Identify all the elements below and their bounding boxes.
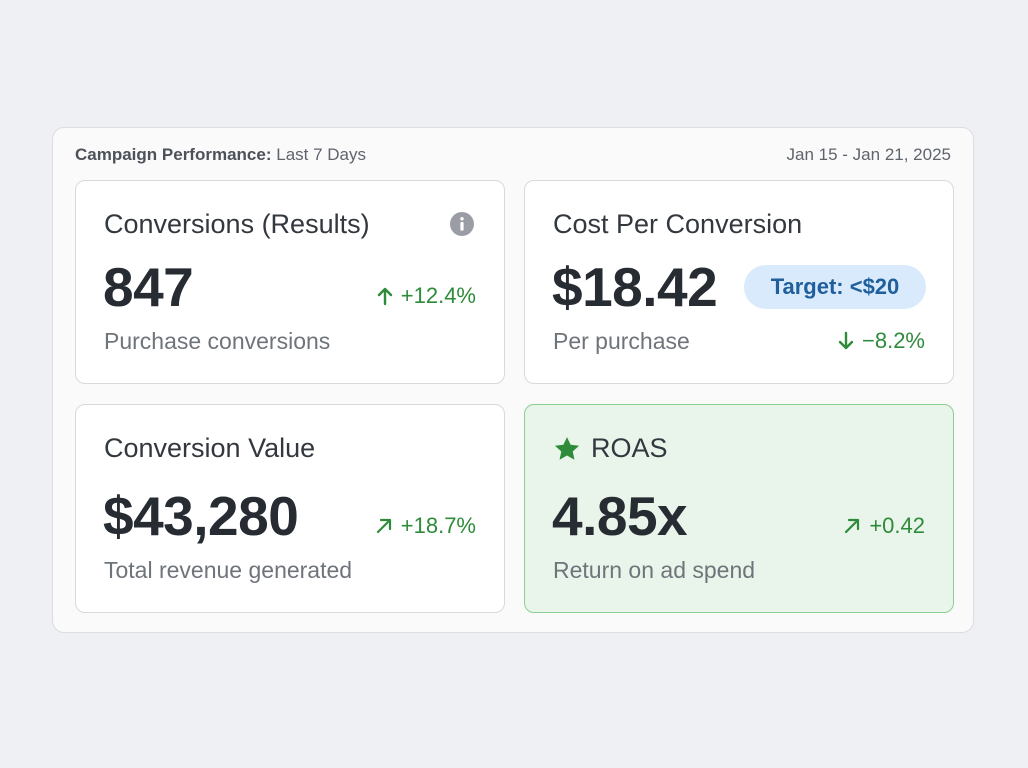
delta-indicator: −8.2%	[838, 328, 925, 354]
panel-header: Campaign Performance: Last 7 Days Jan 15…	[75, 144, 951, 166]
panel-title-period: Last 7 Days	[276, 145, 366, 164]
metric-subtitle: Total revenue generated	[104, 557, 353, 583]
panel-title-bold: Campaign Performance:	[75, 145, 272, 164]
cost-per-conversion-card: Cost Per Conversion $18.42 Target: <$20 …	[524, 180, 954, 384]
target-badge: Target: <$20	[744, 265, 926, 309]
campaign-performance-panel: Campaign Performance: Last 7 Days Jan 15…	[52, 127, 974, 633]
delta-indicator: +0.42	[843, 513, 925, 539]
info-icon[interactable]	[450, 212, 474, 236]
arrow-down-icon	[838, 331, 854, 350]
arrow-up-right-icon	[376, 518, 391, 534]
card-title-row: ROAS	[553, 433, 668, 464]
metric-value: 4.85x	[552, 485, 688, 547]
metric-value: $18.42	[552, 256, 718, 318]
card-title: Cost Per Conversion	[553, 209, 803, 239]
delta-indicator: +18.7%	[375, 513, 476, 539]
card-title: ROAS	[591, 433, 668, 463]
delta-value: −8.2%	[862, 328, 925, 353]
arrow-up-right-icon	[845, 518, 860, 534]
delta-value: +0.42	[869, 513, 925, 538]
delta-value: +18.7%	[400, 513, 476, 538]
date-range: Jan 15 - Jan 21, 2025	[786, 145, 951, 164]
delta-indicator: +12.4%	[377, 283, 476, 309]
metric-subtitle: Purchase conversions	[104, 328, 331, 354]
star-icon	[554, 436, 580, 460]
arrow-up-icon	[377, 287, 392, 306]
metric-subtitle: Return on ad spend	[553, 557, 756, 583]
panel-title: Campaign Performance: Last 7 Days	[75, 145, 366, 165]
conversion-value-card: Conversion Value $43,280 +18.7% Total re…	[75, 404, 505, 613]
card-title: Conversion Value	[104, 433, 316, 463]
metric-value: 847	[103, 256, 194, 318]
card-title: Conversions (Results)	[104, 209, 370, 239]
delta-value: +12.4%	[400, 283, 476, 308]
roas-card: ROAS 4.85x +0.42 Return on ad spend	[524, 404, 954, 613]
metric-subtitle: Per purchase	[553, 328, 690, 354]
metric-value: $43,280	[103, 485, 299, 547]
conversions-card: Conversions (Results) 847 +12.4% Purchas…	[75, 180, 505, 384]
